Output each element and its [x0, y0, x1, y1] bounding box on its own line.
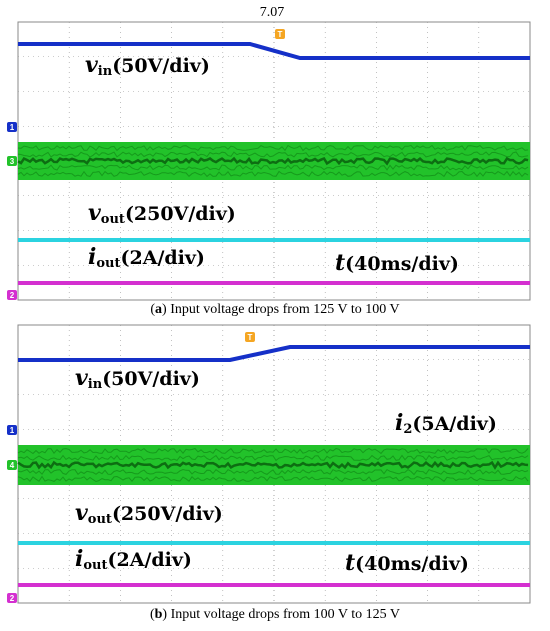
i2-noise [17, 475, 529, 483]
trace-label: iout(2A/div) [75, 546, 192, 573]
label-symbol: t [345, 550, 355, 576]
label-symbol: t [335, 250, 345, 276]
trace-label: vout(250V/div) [75, 500, 223, 527]
i2-noise [17, 454, 529, 462]
trace-label: vin(50V/div) [85, 52, 210, 79]
label-subscript: 2 [403, 422, 412, 437]
label-scale: (5A/div) [412, 413, 496, 435]
trigger-marker-text: T [278, 30, 283, 39]
label-symbol: v [75, 365, 88, 391]
label-subscript: out [101, 212, 125, 227]
caption-open: ( [150, 607, 155, 622]
caption-label: a [155, 302, 162, 317]
trace-label: i2(5A/div) [395, 410, 497, 437]
label-scale: (50V/div) [102, 368, 200, 390]
label-scale: (40ms/div) [355, 553, 469, 575]
scope-panel: T142vin(50V/div)i2(5A/div)vout(250V/div)… [7, 324, 531, 604]
i2-noise [17, 151, 529, 158]
i2-noise [17, 164, 529, 171]
scope-panel: T132vin(50V/div)vout(250V/div)iout(2A/di… [7, 21, 531, 301]
i2-noise [17, 144, 529, 152]
i2-noise [17, 447, 529, 455]
ch1-marker [7, 122, 17, 132]
vin-waveform [18, 345, 530, 362]
ch2-marker [7, 290, 17, 300]
ch1-marker-text: 1 [10, 426, 15, 435]
ch2-marker-text: 2 [10, 594, 15, 603]
trigger-marker [245, 332, 255, 342]
label-scale: (40ms/div) [345, 253, 459, 275]
ch2-marker [7, 593, 17, 603]
label-scale: (2A/div) [121, 247, 205, 269]
label-scale: (250V/div) [112, 503, 223, 525]
ch3-marker [7, 156, 17, 166]
ch3-marker-text: 3 [10, 157, 15, 166]
label-subscript: in [88, 377, 103, 392]
caption-close: ) [162, 302, 170, 317]
i2-noise [17, 170, 529, 178]
caption-close: ) [162, 607, 170, 622]
caption-label: b [155, 607, 163, 622]
vin-waveform [18, 42, 530, 60]
label-scale: (250V/div) [125, 203, 236, 225]
label-symbol: v [88, 200, 101, 226]
label-subscript: out [83, 558, 107, 573]
trace-label: iout(2A/div) [88, 244, 205, 271]
caption-text: Input voltage drops from 125 V to 100 V [170, 302, 399, 317]
label-subscript: out [88, 512, 112, 527]
trace-label: vin(50V/div) [75, 365, 200, 392]
top-label: 7.07 [260, 5, 285, 20]
ch2-marker-text: 2 [10, 291, 15, 300]
i2-noise [17, 460, 529, 470]
caption: (b) Input voltage drops from 100 V to 12… [150, 607, 400, 622]
label-scale: (50V/div) [112, 55, 210, 77]
label-symbol: v [85, 52, 98, 78]
ch1-marker-text: 1 [10, 123, 15, 132]
trace-label: vout(250V/div) [88, 200, 236, 227]
i2-noise [17, 468, 529, 476]
label-symbol: i [395, 410, 403, 436]
ch3-marker [7, 460, 17, 470]
label-scale: (2A/div) [108, 549, 192, 571]
ch3-marker-text: 4 [10, 461, 15, 470]
label-subscript: in [98, 64, 113, 79]
trace-label: t(40ms/div) [345, 550, 469, 576]
caption-text: Input voltage drops from 100 V to 125 V [171, 607, 400, 622]
trigger-marker [275, 29, 285, 39]
caption-open: ( [150, 302, 155, 317]
trigger-marker-text: T [248, 333, 253, 342]
label-symbol: i [75, 546, 83, 572]
ch1-marker [7, 425, 17, 435]
label-subscript: out [96, 256, 120, 271]
label-symbol: i [88, 244, 96, 270]
caption: (a) Input voltage drops from 125 V to 10… [150, 302, 399, 317]
label-symbol: v [75, 500, 88, 526]
i2-noise [17, 156, 529, 166]
trace-label: t(40ms/div) [335, 250, 459, 276]
